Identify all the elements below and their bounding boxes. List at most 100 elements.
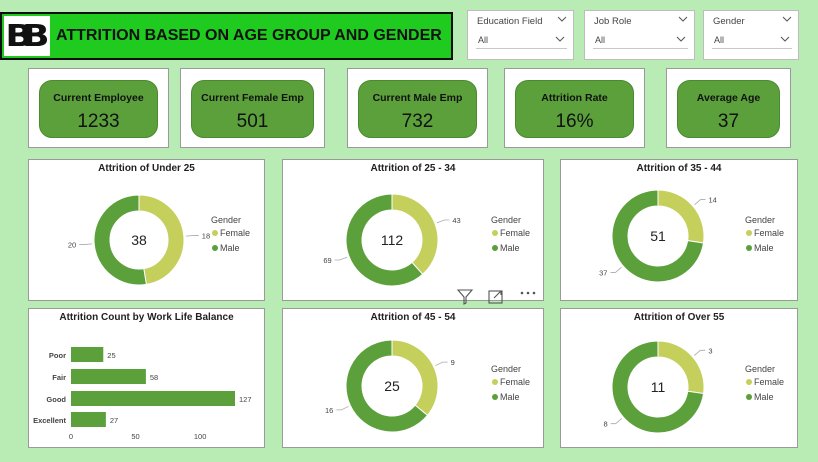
legend-title: Gender <box>491 364 521 374</box>
x-tick-label: 100 <box>194 432 207 441</box>
legend-title: Gender <box>491 215 521 225</box>
kpi-pill: Current Female Emp 501 <box>191 80 314 138</box>
donut-center-label: 25 <box>384 378 400 394</box>
leader-line <box>435 361 448 366</box>
slicer-label: Job Role <box>594 16 632 27</box>
slicer-education-field[interactable]: Education Field All <box>467 10 574 60</box>
data-label: 43 <box>452 216 460 225</box>
chart-title: Attrition of 25 - 34 <box>370 163 456 174</box>
kpi-value: 501 <box>236 111 269 132</box>
bar-panel-work-life-balance[interactable]: Attrition Count by Work Life Balance Poo… <box>28 308 265 448</box>
chevron-down-icon[interactable] <box>782 14 792 24</box>
donut-center-label: 38 <box>131 232 147 248</box>
more-options-icon[interactable] <box>520 291 536 295</box>
kpi-label: Current Employee <box>53 92 144 104</box>
data-label: 9 <box>451 358 455 367</box>
donut-center-label: 112 <box>381 232 404 248</box>
leader-line <box>610 266 622 273</box>
data-label: 18 <box>202 231 210 240</box>
chevron-down-icon[interactable] <box>780 34 790 44</box>
chevron-down-icon[interactable] <box>557 14 567 24</box>
legend-marker <box>746 379 752 385</box>
legend-marker <box>492 379 498 385</box>
data-label: 16 <box>325 406 333 415</box>
leader-line <box>185 235 199 237</box>
donut-center-label: 51 <box>650 228 666 244</box>
page-title: ATTRITION BASED ON AGE GROUP AND GENDER <box>56 27 442 44</box>
bar-good[interactable] <box>71 391 235 406</box>
legend-marker <box>746 230 752 236</box>
chevron-down-icon[interactable] <box>676 34 686 44</box>
leader-line <box>694 349 706 356</box>
category-label: Good <box>46 395 66 404</box>
category-label: Excellent <box>33 416 66 425</box>
kpi-value: 1233 <box>77 111 120 132</box>
leader-line <box>436 219 450 224</box>
legend-marker <box>212 245 218 251</box>
donut-panel-35-44[interactable]: Attrition of 35 - 44 14 37 51 Gender Female M… <box>560 159 798 301</box>
legend-item: Female <box>500 228 530 238</box>
logo: BB <box>4 16 50 56</box>
kpi-average-age: Average Age 37 <box>666 68 791 148</box>
leader-line <box>334 256 348 261</box>
legend-marker <box>746 394 752 400</box>
donut-panel-25-34[interactable]: Attrition of 25 - 34 43 69 112 Gender Female… <box>282 159 544 301</box>
donut-chart: 43 69 112 Gender Female Male <box>323 193 530 287</box>
slicer-value: All <box>714 35 725 45</box>
slicer-label: Gender <box>713 16 745 27</box>
kpi-value: 16% <box>555 111 594 132</box>
donut-chart: 18 20 38 Gender Female Male <box>68 194 250 286</box>
kpi-label: Average Age <box>696 92 761 104</box>
bar-excellent[interactable] <box>71 412 106 427</box>
kpi-pill: Current Male Emp 732 <box>358 80 477 138</box>
donut-slice-male[interactable] <box>611 189 705 283</box>
donut-chart: 14 37 51 Gender Female Male <box>599 189 784 283</box>
legend-item: Male <box>500 243 520 253</box>
data-label: 127 <box>239 395 252 404</box>
donut-chart: 9 16 25 Gender Female Male <box>325 339 530 433</box>
kpi-current-female-emp: Current Female Emp 501 <box>180 68 325 148</box>
slicer-gender[interactable]: Gender All <box>703 10 799 60</box>
donut-slice-male[interactable] <box>611 340 705 434</box>
slicer-dropdown[interactable]: All <box>593 31 688 49</box>
donut-panel-over-55[interactable]: Attrition of Over 55 3 8 11 Gender Female Mal… <box>560 308 798 448</box>
legend-marker <box>746 245 752 251</box>
donut-slice-male[interactable] <box>93 194 147 286</box>
donut-slice-male[interactable] <box>345 339 429 433</box>
donut-chart: 3 8 11 Gender Female Male <box>604 340 784 434</box>
focus-mode-icon[interactable] <box>488 290 503 304</box>
filter-icon[interactable] <box>456 289 474 305</box>
donut-panel-45-54[interactable]: Attrition of 45 - 54 9 16 25 Gender Female Ma… <box>282 308 544 448</box>
bar-fair[interactable] <box>71 369 146 384</box>
legend-item: Female <box>754 228 784 238</box>
legend-item: Male <box>500 392 520 402</box>
kpi-pill: Average Age 37 <box>677 80 780 138</box>
bar-poor[interactable] <box>71 347 104 362</box>
legend-item: Female <box>220 228 250 238</box>
legend-marker <box>492 245 498 251</box>
chart-title: Attrition Count by Work Life Balance <box>59 312 234 323</box>
slicer-value: All <box>478 35 489 45</box>
donut-slice-male[interactable] <box>345 193 424 287</box>
chart-title: Attrition of Over 55 <box>633 312 725 323</box>
donut-panel-under-25[interactable]: Attrition of Under 25 18 20 38 Gender Female… <box>28 159 265 301</box>
data-label: 20 <box>68 241 76 250</box>
chevron-down-icon[interactable] <box>678 14 688 24</box>
x-tick-label: 0 <box>69 432 73 441</box>
kpi-pill: Current Employee 1233 <box>39 80 158 138</box>
kpi-current-male-emp: Current Male Emp 732 <box>347 68 488 148</box>
bar-chart: Poor 25 Fair 58 Good 127 Excellent 27 0 50 100 <box>33 347 252 441</box>
chart-title: Attrition of 45 - 54 <box>370 312 456 323</box>
slicer-dropdown[interactable]: All <box>712 31 792 49</box>
data-label: 27 <box>110 416 118 425</box>
legend-title: Gender <box>745 364 775 374</box>
data-label: 37 <box>599 268 607 277</box>
kpi-label: Current Female Emp <box>201 92 304 104</box>
legend-title: Gender <box>745 215 775 225</box>
slicer-job-role[interactable]: Job Role All <box>584 10 695 60</box>
data-label: 69 <box>323 256 331 265</box>
chevron-down-icon[interactable] <box>555 34 565 44</box>
slicer-dropdown[interactable]: All <box>476 31 567 49</box>
legend-item: Male <box>220 243 240 253</box>
leader-line <box>79 243 93 245</box>
